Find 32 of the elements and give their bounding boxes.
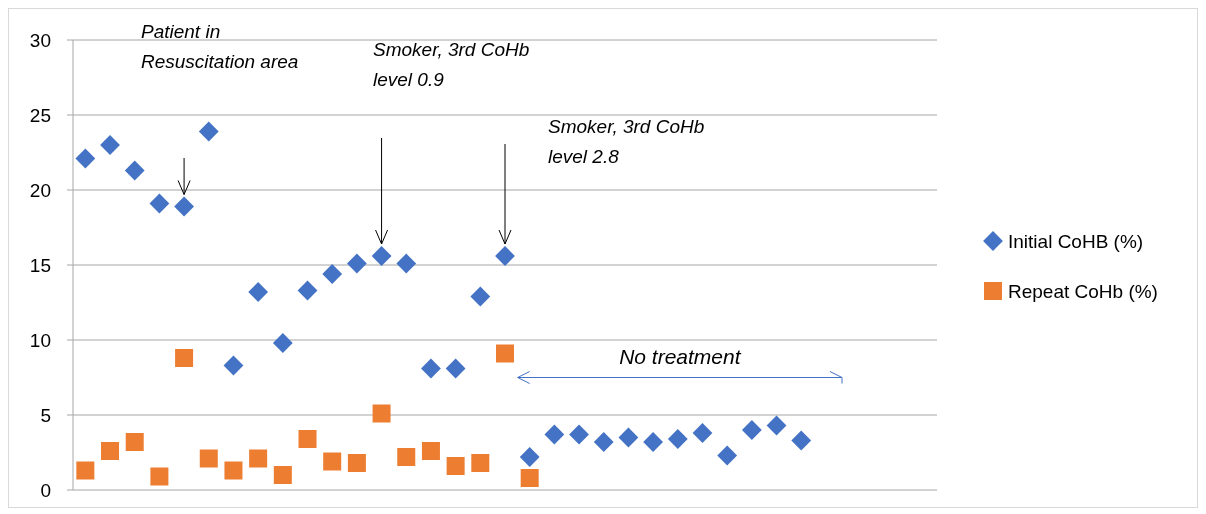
y-tick-label: 30 [29, 29, 51, 51]
legend-label: Initial CoHB (%) [1008, 230, 1144, 252]
point [175, 349, 194, 367]
point [125, 433, 144, 451]
legend-label: Repeat CoHb (%) [1008, 280, 1158, 302]
y-tick-label: 10 [29, 329, 51, 351]
point [101, 442, 120, 460]
point [347, 454, 366, 472]
annotation: Smoker, 3rd CoHb level 2.8 [548, 116, 705, 167]
point [421, 442, 440, 460]
point [397, 448, 416, 466]
point [150, 467, 169, 486]
point [520, 469, 539, 487]
point [496, 344, 514, 363]
point [323, 452, 342, 471]
annotation: Smoker, 3rd CoHb level 0.9 [373, 39, 530, 90]
y-tick-label: 0 [40, 479, 51, 501]
annotation: No treatment [619, 344, 742, 368]
point [446, 457, 465, 475]
point [76, 461, 95, 480]
point [249, 449, 268, 468]
y-tick-label: 20 [29, 179, 51, 201]
point [471, 454, 490, 472]
point [273, 466, 292, 484]
annotation: Patient in Resuscitation area [141, 21, 299, 72]
point [372, 404, 391, 423]
y-tick-label: 25 [29, 104, 51, 126]
point [199, 449, 218, 468]
y-tick-label: 15 [29, 254, 51, 276]
y-tick-label: 5 [40, 404, 51, 426]
point [224, 461, 243, 480]
point [298, 430, 317, 448]
